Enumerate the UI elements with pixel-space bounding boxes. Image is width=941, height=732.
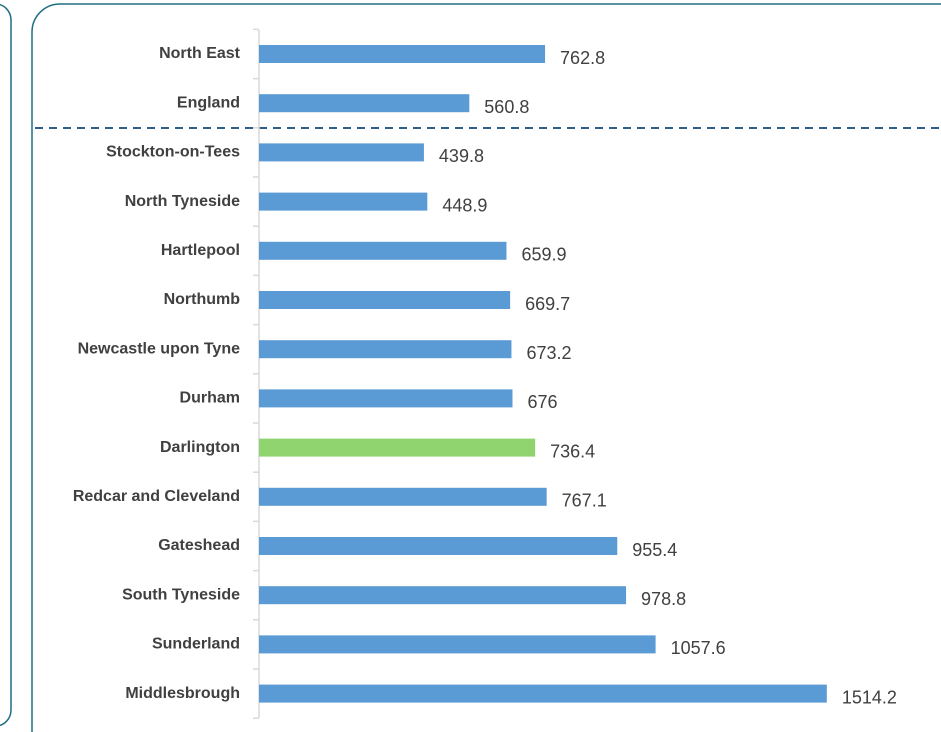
y-tick-label: Durham [180, 390, 240, 407]
bar [259, 241, 507, 260]
bar [259, 586, 627, 605]
value-label: 659.9 [521, 245, 566, 265]
y-tick-label: Hartlepool [161, 242, 240, 259]
y-tick-label: Stockton-on-Tees [106, 144, 240, 161]
y-tick-label: Sunderland [152, 636, 240, 653]
y-tick-label: North Tyneside [125, 193, 240, 210]
value-label: 762.8 [560, 48, 605, 68]
bar [259, 438, 536, 457]
y-tick-label: North East [159, 45, 241, 62]
value-label: 955.4 [632, 540, 677, 560]
bar [259, 684, 827, 703]
bar [259, 291, 511, 309]
value-label: 448.9 [442, 195, 487, 215]
value-label: 978.8 [641, 589, 686, 609]
value-label: 560.8 [484, 97, 529, 117]
chart-panel [31, 3, 941, 732]
left-panel [0, 3, 12, 727]
y-tick-label: Gateshead [158, 537, 240, 554]
value-label: 676 [528, 392, 558, 412]
y-tick-label: Redcar and Cleveland [73, 488, 240, 505]
y-tick-label: England [177, 94, 240, 111]
y-tick-label: Northumb [164, 291, 241, 308]
bar [259, 143, 424, 162]
bar [259, 94, 470, 113]
y-tick-label: Darlington [160, 439, 240, 456]
bar [259, 635, 656, 654]
y-tick-label: Middlesbrough [125, 685, 240, 702]
value-label: 673.2 [526, 343, 571, 363]
bar [259, 340, 512, 359]
value-label: 669.7 [525, 294, 570, 314]
value-label: 767.1 [562, 491, 607, 511]
bar [259, 192, 428, 211]
bar [259, 537, 618, 555]
bar [259, 45, 546, 63]
bar [259, 487, 547, 506]
bar [259, 389, 513, 408]
value-label: 736.4 [550, 441, 595, 461]
value-label: 439.8 [439, 146, 484, 166]
value-label: 1514.2 [842, 687, 897, 707]
y-tick-label: South Tyneside [122, 586, 240, 603]
value-label: 1057.6 [671, 638, 726, 658]
y-tick-label: Newcastle upon Tyne [78, 340, 241, 357]
